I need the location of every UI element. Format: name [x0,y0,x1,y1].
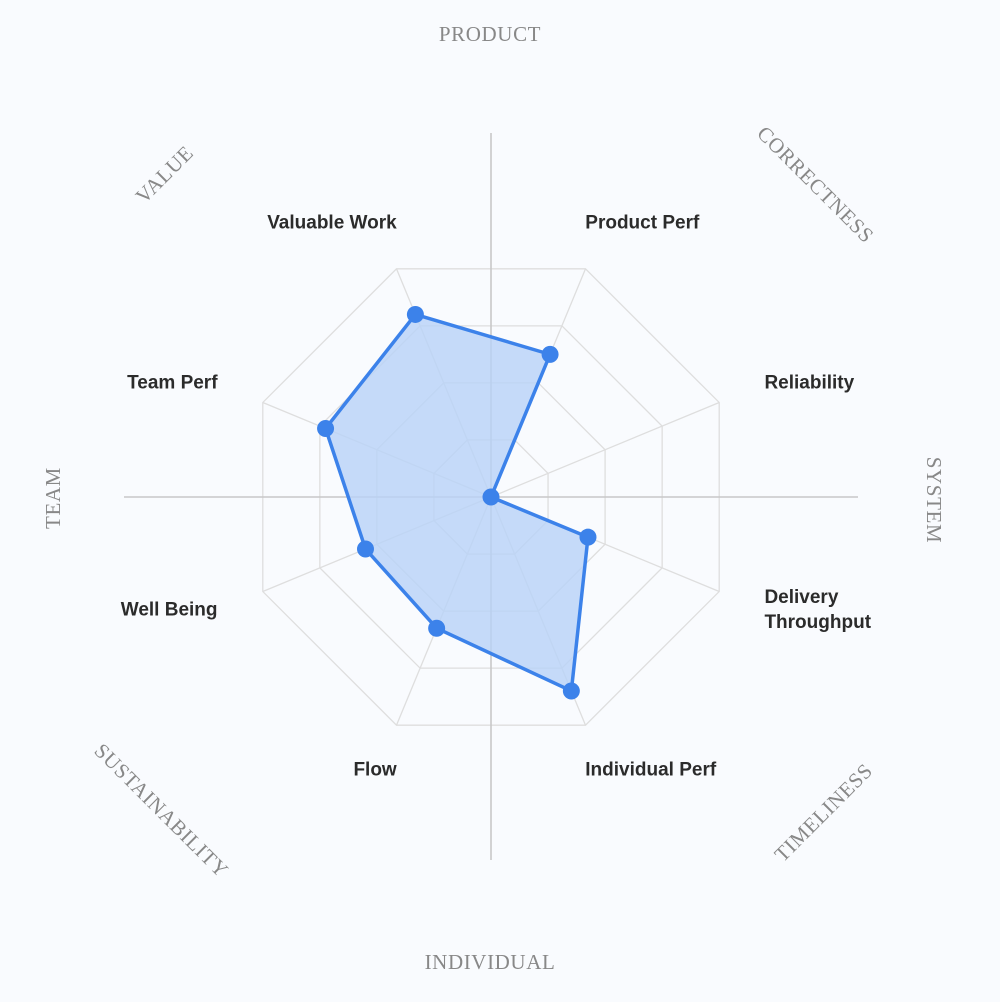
data-point [541,345,559,363]
category-label-line: Throughput [764,612,871,633]
category-label-line: Product Perf [585,213,700,234]
data-point [356,540,374,558]
group-label-right: SYSTEM [922,457,946,543]
data-point [482,488,500,506]
category-label-line: Individual Perf [585,759,717,780]
category-label-line: Flow [353,759,396,780]
category-label: Reliability [764,373,854,394]
category-label: Team Perf [127,373,218,394]
data-point [317,419,335,437]
category-label: Individual Perf [585,759,717,780]
category-labels: Product Perf Reliability Delivery Throughpu… [121,213,872,781]
category-label-line: Team Perf [127,373,218,394]
data-point [406,305,424,323]
category-label-line: Valuable Work [267,213,397,234]
group-label-bottom-right: TIMELINESS [770,759,878,867]
category-label: Well Being [121,599,218,620]
category-label: Flow [353,759,396,780]
series [317,305,597,700]
data-point [562,682,580,700]
grid-spoke [490,401,720,498]
group-label-top-left: VALUE [131,141,198,208]
group-label-left: TEAM [41,467,65,529]
group-label-top-right: CORRECTNESS [752,121,878,247]
category-label: Delivery Throughput [764,587,871,633]
data-point [428,619,446,637]
group-label-top: PRODUCT [439,22,541,46]
category-label: Product Perf [585,213,700,234]
category-label: Valuable Work [267,213,397,234]
group-label-bottom-left: SUSTAINABILITY [90,739,234,883]
data-point [579,528,597,546]
group-label-bottom: INDIVIDUAL [425,950,556,974]
category-label-line: Delivery [764,587,838,608]
category-label-line: Reliability [764,373,854,394]
category-label-line: Well Being [121,599,218,620]
